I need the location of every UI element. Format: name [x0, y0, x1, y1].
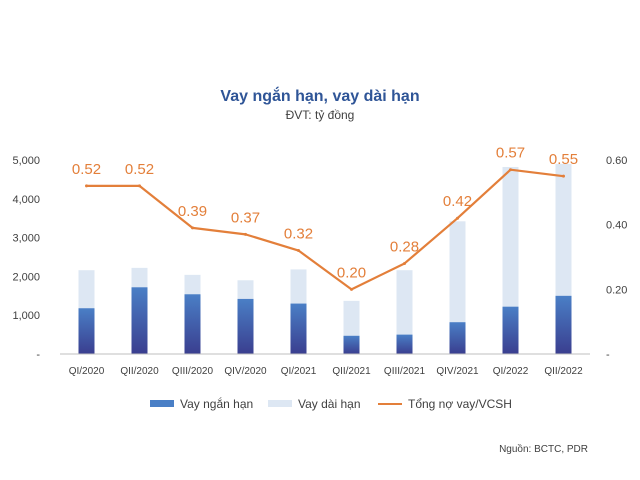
- bar-vay-ngan-han: [343, 335, 360, 354]
- y-right-tick-label: 0.40: [606, 220, 627, 232]
- line-point: [244, 232, 247, 236]
- line-point: [350, 287, 353, 291]
- x-tick-label: QIII/2020: [172, 366, 214, 377]
- line-data-label: 0.39: [178, 203, 207, 220]
- bar-vay-dai-han: [131, 267, 148, 288]
- bar-vay-ngan-han: [184, 294, 201, 354]
- x-tick-label: QI/2021: [281, 366, 317, 377]
- line-tong-no-vay-vcsh: [86, 168, 564, 291]
- y-right-tick-label: -: [606, 349, 610, 361]
- x-tick-label: QII/2022: [544, 366, 583, 377]
- y-left-tick-label: -: [36, 349, 40, 361]
- legend-vay-ngan-han-label: Vay ngắn hạn: [180, 396, 253, 411]
- legend-tong-no-vay-vcsh-label: Tổng nợ vay/VCSH: [408, 397, 512, 411]
- line-point: [562, 174, 565, 178]
- bar-vay-ngan-han: [555, 295, 572, 354]
- bar-vay-dai-han: [502, 166, 519, 307]
- x-tick-label: QIV/2021: [436, 366, 479, 377]
- y-right-tick-label: 0.20: [606, 284, 627, 296]
- y-left-tick-label: 2,000: [12, 271, 40, 283]
- x-tick-label: QII/2021: [332, 366, 371, 377]
- bar-vay-dai-han: [555, 163, 572, 296]
- bar-vay-ngan-han: [396, 334, 413, 354]
- line-data-label: 0.28: [390, 238, 419, 255]
- y-right-tick-label: 0.60: [606, 155, 627, 167]
- bar-vay-ngan-han: [237, 298, 254, 354]
- line-data-label: 0.20: [337, 264, 366, 281]
- y-left-tick-label: 4,000: [12, 194, 40, 206]
- line-point: [85, 184, 88, 188]
- legend-vay-dai-han-label: Vay dài hạn: [298, 397, 361, 411]
- y-left-tick-label: 5,000: [12, 155, 40, 167]
- bar-vay-ngan-han: [131, 287, 148, 354]
- line-data-label: 0.32: [284, 226, 313, 243]
- line-data-label: 0.37: [231, 209, 260, 226]
- line-data-label: 0.42: [443, 193, 472, 210]
- legend-vay-ngan-han-swatch: [150, 400, 174, 407]
- x-tick-label: QII/2020: [120, 366, 159, 377]
- line-data-label: 0.55: [549, 151, 578, 168]
- bar-vay-dai-han: [237, 280, 254, 299]
- x-tick-label: QI/2020: [69, 366, 105, 377]
- line-point: [138, 184, 141, 188]
- bar-vay-ngan-han: [449, 322, 466, 354]
- y-left-tick-label: 1,000: [12, 310, 40, 322]
- line-point: [509, 168, 512, 172]
- chart-subtitle: ĐVT: tỷ đồng: [285, 108, 355, 122]
- source-note: Nguồn: BCTC, PDR: [499, 444, 588, 455]
- x-tick-label: QIV/2020: [224, 366, 267, 377]
- line-point: [456, 216, 459, 220]
- line-data-label: 0.52: [72, 161, 101, 178]
- bar-vay-dai-han: [396, 270, 413, 335]
- bar-vay-dai-han: [184, 274, 201, 295]
- bar-vay-ngan-han: [502, 306, 519, 354]
- bar-vay-dai-han: [343, 300, 360, 336]
- line-point: [403, 261, 406, 265]
- x-tick-label: QIII/2021: [384, 366, 426, 377]
- bar-vay-dai-han: [290, 269, 307, 304]
- line-data-label: 0.57: [496, 145, 525, 162]
- line-point: [297, 249, 300, 253]
- line-point: [191, 226, 194, 230]
- bar-vay-dai-han: [78, 270, 95, 309]
- line-data-label: 0.52: [125, 161, 154, 178]
- x-tick-label: QI/2022: [493, 366, 529, 377]
- chart-title: Vay ngắn hạn, vay dài hạn: [220, 88, 420, 105]
- bar-vay-ngan-han: [290, 303, 307, 354]
- bar-vay-ngan-han: [78, 308, 95, 354]
- bar-vay-dai-han: [449, 221, 466, 323]
- legend-vay-dai-han-swatch: [268, 400, 292, 407]
- y-left-tick-label: 3,000: [12, 233, 40, 245]
